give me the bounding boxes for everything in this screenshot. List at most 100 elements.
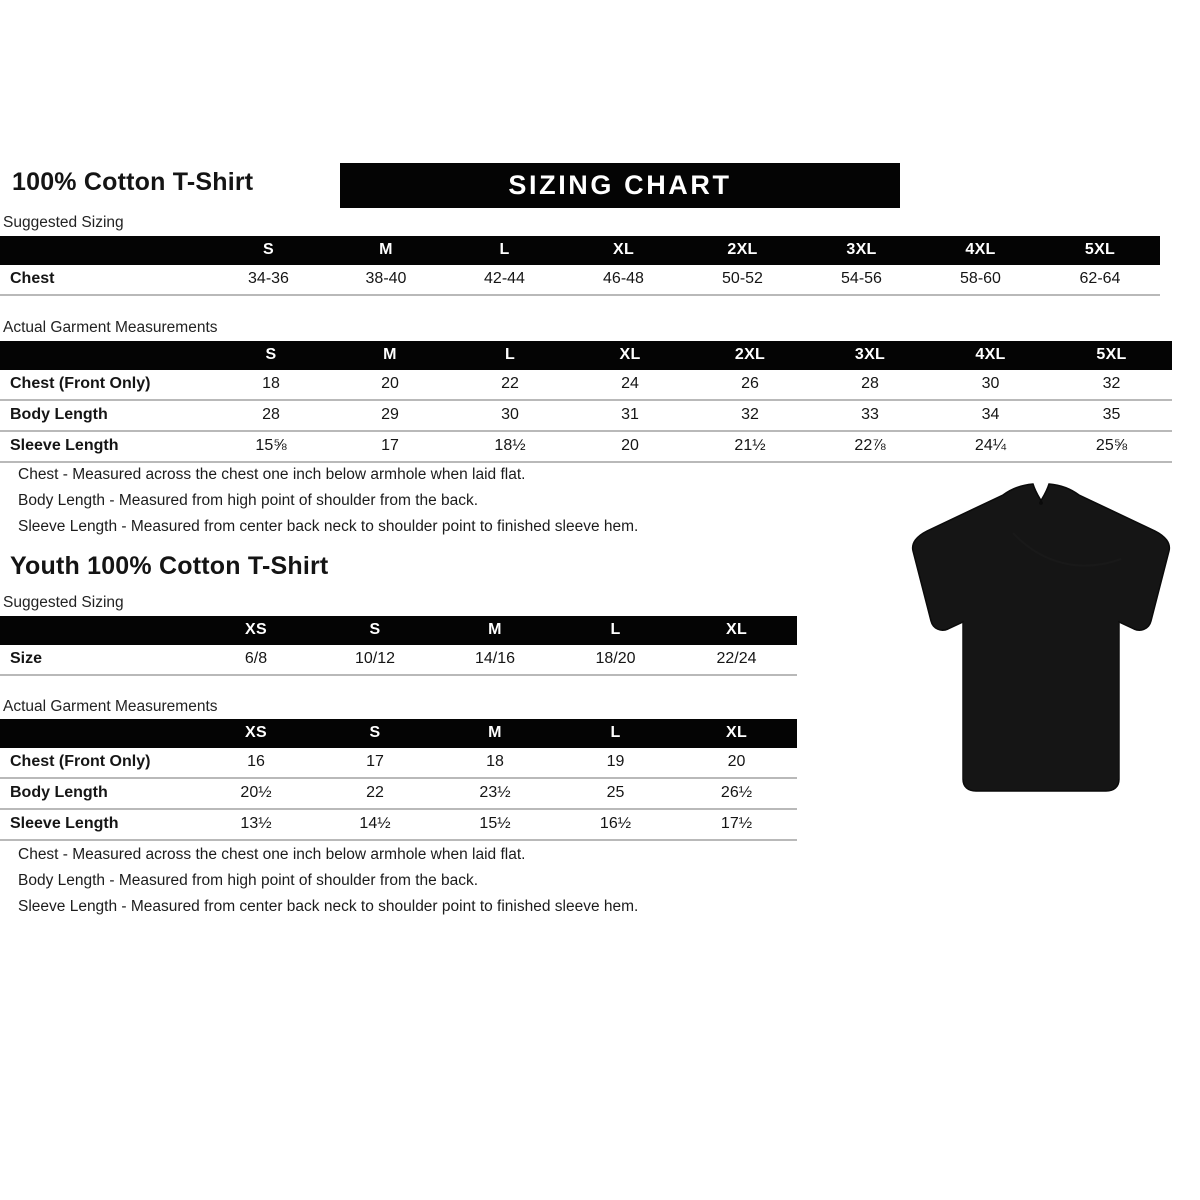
youth-measurement-notes: Chest - Measured across the chest one in… — [18, 842, 638, 920]
note-body-length: Body Length - Measured from high point o… — [18, 492, 479, 509]
cell: 32 — [690, 399, 810, 431]
cell: 14½ — [315, 808, 435, 841]
note-chest: Chest - Measured across the chest one in… — [18, 846, 526, 863]
adult-measurement-notes: Chest - Measured across the chest one in… — [18, 462, 638, 540]
cell: 26½ — [676, 777, 797, 809]
column-header: XS — [245, 724, 267, 741]
table-row: Chest (Front Only) 16 17 18 19 20 — [0, 748, 797, 778]
table-header-row: XS S M L XL — [0, 616, 797, 645]
column-header: 2XL — [727, 241, 758, 258]
cell: 21½ — [690, 430, 810, 463]
column-header: S — [369, 724, 381, 741]
cell: 62-64 — [1040, 265, 1160, 296]
table-row: Body Length 20½ 22 23½ 25 26½ — [0, 777, 797, 809]
row-label: Chest — [0, 265, 210, 296]
cell: 29 — [330, 399, 450, 431]
cell: 42-44 — [445, 265, 564, 296]
column-header: 5XL — [1096, 346, 1127, 363]
note-sleeve-length: Sleeve Length - Measured from center bac… — [18, 898, 639, 915]
table-row: Size 6/8 10/12 14/16 18/20 22/24 — [0, 645, 797, 676]
cell: 34 — [930, 399, 1051, 431]
cell: 17 — [315, 748, 435, 778]
t-shirt-illustration — [911, 483, 1171, 792]
column-header: 3XL — [846, 241, 877, 258]
cell: 20 — [676, 748, 797, 778]
column-header: XL — [612, 241, 635, 258]
column-header: M — [379, 241, 393, 258]
cell: 20 — [330, 370, 450, 400]
note-sleeve-length: Sleeve Length - Measured from center bac… — [18, 518, 639, 535]
column-header: L — [504, 346, 516, 363]
column-header: L — [499, 241, 510, 258]
adult-section-title: 100% Cotton T-Shirt — [12, 168, 254, 196]
cell: 30 — [450, 399, 570, 431]
column-header: S — [265, 346, 277, 363]
cell: 16 — [197, 748, 315, 778]
cell: 22 — [315, 777, 435, 809]
note-body-length: Body Length - Measured from high point o… — [18, 872, 479, 889]
row-label: Chest (Front Only) — [0, 748, 197, 778]
cell: 26 — [690, 370, 810, 400]
cell: 6/8 — [197, 645, 315, 676]
cell: 22 — [450, 370, 570, 400]
column-header — [0, 616, 197, 645]
cell: 25⅝ — [1051, 430, 1172, 463]
youth-section-title: Youth 100% Cotton T-Shirt — [10, 552, 329, 580]
column-header: XL — [725, 621, 748, 638]
table-row: Sleeve Length 13½ 14½ 15½ 16½ 17½ — [0, 808, 797, 841]
cell: 10/12 — [315, 645, 435, 676]
adult-suggested-sizing-table: S M L XL 2XL 3XL 4XL 5XL Chest 34-36 38-… — [0, 236, 1160, 296]
column-header: M — [488, 621, 502, 638]
cell: 25 — [555, 777, 676, 809]
table-header-row: S M L XL 2XL 3XL 4XL 5XL — [0, 341, 1172, 370]
product-image-black-t-shirt — [893, 473, 1189, 803]
cell: 24¼ — [930, 430, 1051, 463]
cell: 28 — [212, 399, 330, 431]
cell: 32 — [1051, 370, 1172, 400]
cell: 18 — [212, 370, 330, 400]
cell: 30 — [930, 370, 1051, 400]
column-header: L — [610, 621, 621, 638]
table-row: Sleeve Length 15⅝ 17 18½ 20 21½ 22⅞ 24¼ … — [0, 430, 1172, 463]
column-header: XS — [245, 621, 267, 638]
row-label: Sleeve Length — [0, 808, 197, 841]
column-header — [0, 236, 210, 265]
column-header — [0, 341, 212, 370]
table-header-row: S M L XL 2XL 3XL 4XL 5XL — [0, 236, 1160, 265]
cell: 31 — [570, 399, 690, 431]
row-label: Chest (Front Only) — [0, 370, 212, 400]
cell: 58-60 — [921, 265, 1040, 296]
column-header: 5XL — [1084, 241, 1116, 258]
cell: 20 — [570, 430, 690, 463]
cell: 16½ — [555, 808, 676, 841]
table-header-row: XS S M L XL — [0, 719, 797, 748]
adult-garment-measurements-table: S M L XL 2XL 3XL 4XL 5XL Chest (Front On… — [0, 341, 1172, 463]
column-header: XL — [619, 346, 641, 363]
column-header — [0, 719, 197, 748]
column-header: M — [488, 724, 502, 741]
row-label: Sleeve Length — [0, 430, 212, 463]
cell: 13½ — [197, 808, 315, 841]
column-header: XL — [725, 724, 748, 741]
cell: 20½ — [197, 777, 315, 809]
cell: 33 — [810, 399, 930, 431]
column-header: 2XL — [734, 346, 766, 363]
cell: 50-52 — [683, 265, 802, 296]
sizing-chart-banner: SIZING CHART — [340, 163, 900, 208]
cell: 15½ — [435, 808, 555, 841]
cell: 23½ — [435, 777, 555, 809]
row-label: Body Length — [0, 777, 197, 809]
column-header: 4XL — [965, 241, 996, 258]
cell: 18/20 — [555, 645, 676, 676]
table-row: Chest 34-36 38-40 42-44 46-48 50-52 54-5… — [0, 265, 1160, 296]
column-header: 3XL — [854, 346, 886, 363]
table-row: Body Length 28 29 30 31 32 33 34 35 — [0, 399, 1172, 431]
column-header: L — [610, 724, 621, 741]
cell: 17 — [330, 430, 450, 463]
youth-garment-measurements-table: XS S M L XL Chest (Front Only) 16 17 18 … — [0, 719, 797, 841]
youth-suggested-sizing-label: Suggested Sizing — [3, 594, 124, 611]
sizing-chart-banner-label: SIZING CHART — [508, 170, 732, 200]
row-label: Body Length — [0, 399, 212, 431]
column-header: 4XL — [975, 346, 1006, 363]
